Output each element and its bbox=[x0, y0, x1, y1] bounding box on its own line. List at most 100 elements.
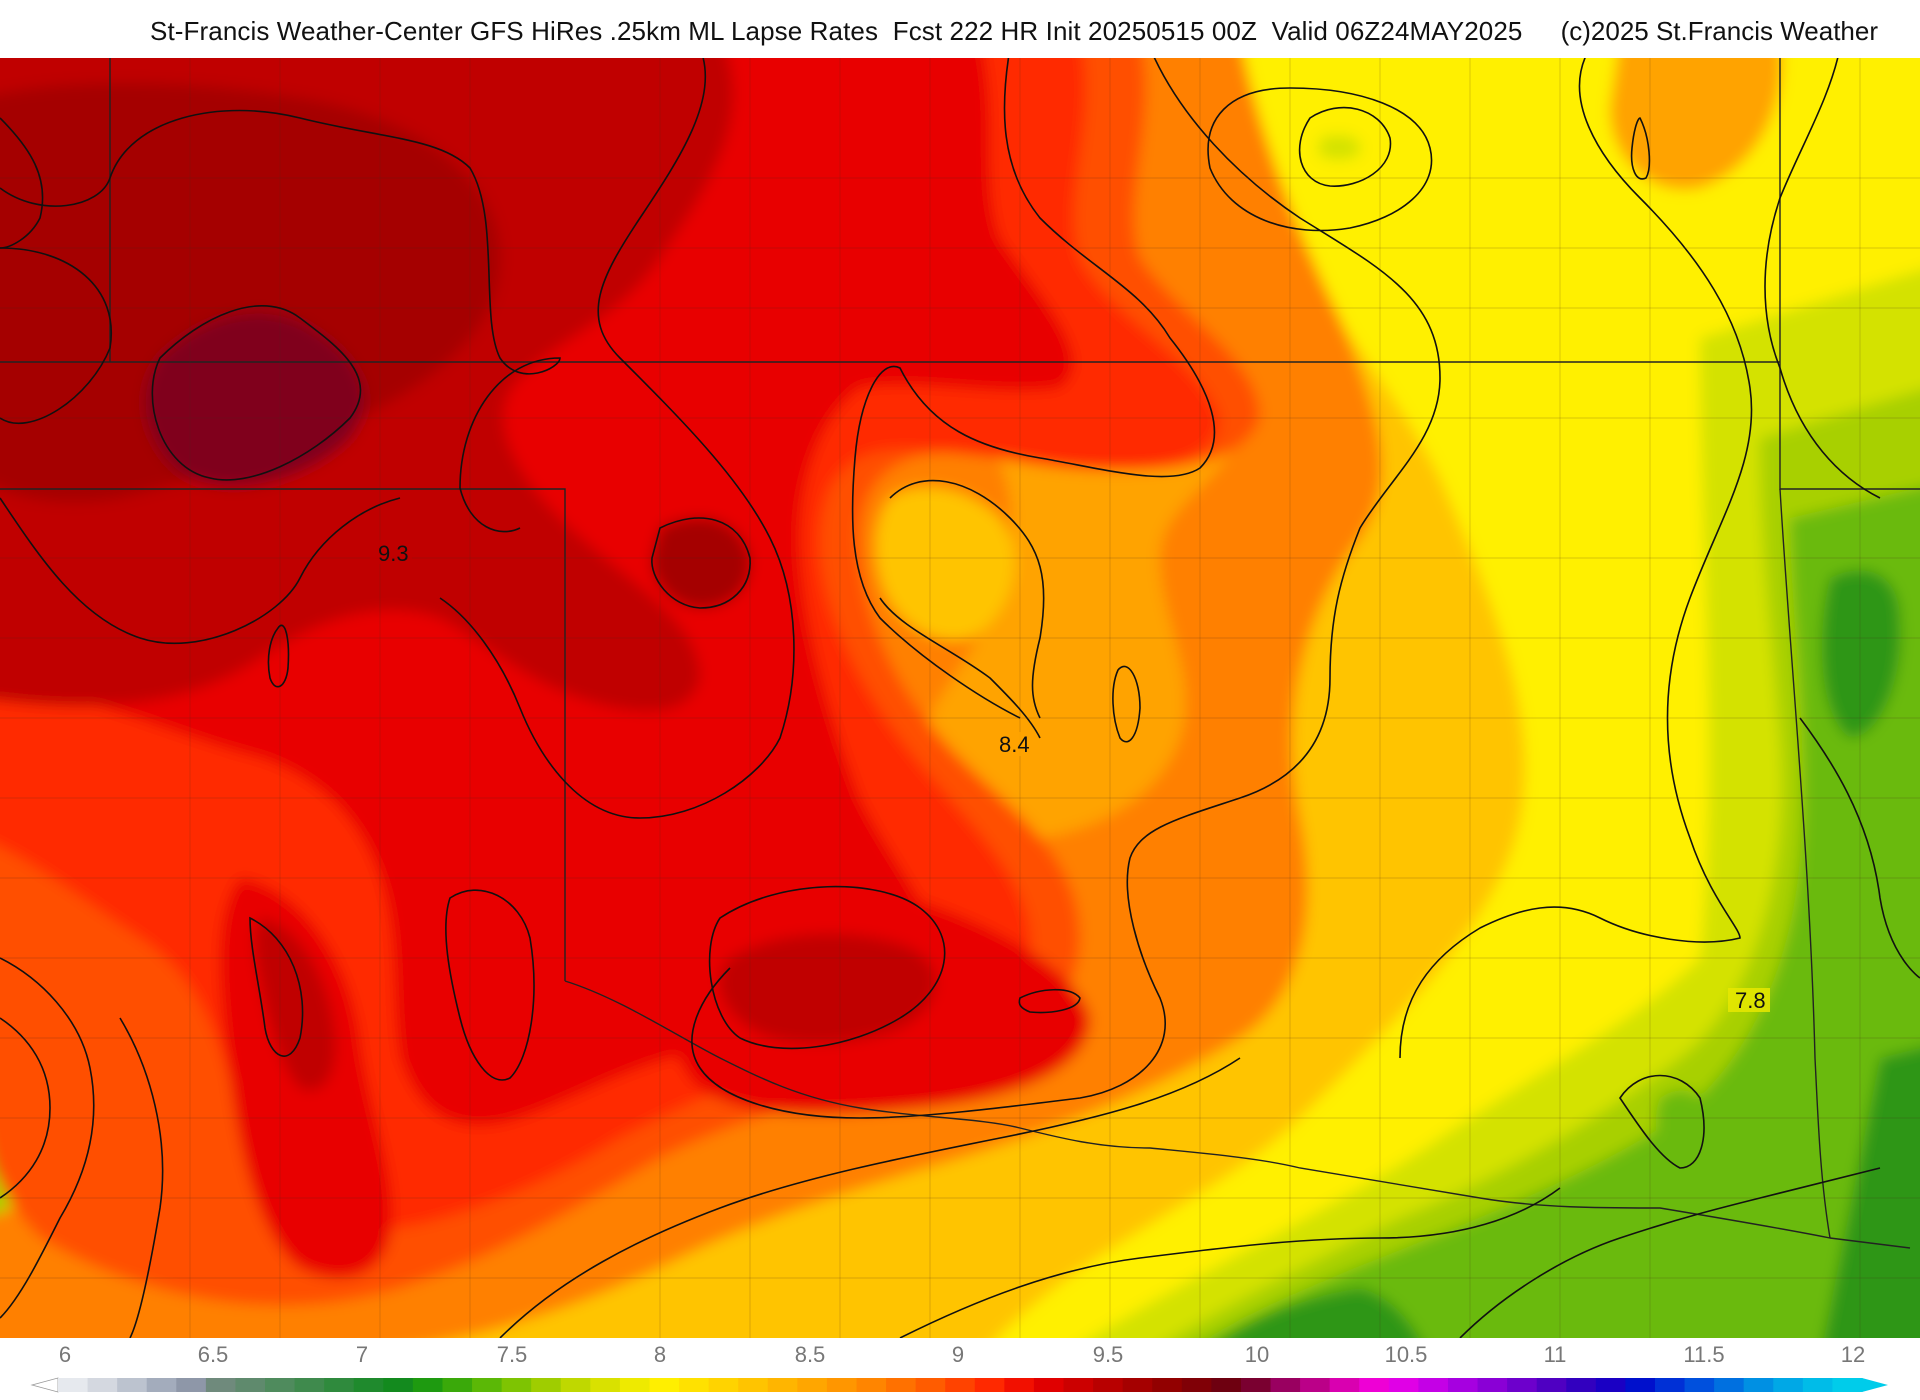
contour-nw-north-outer bbox=[1207, 87, 1433, 232]
contour-7-5 bbox=[1764, 58, 1881, 499]
colorbar-tick-label: 12 bbox=[1840, 1342, 1866, 1367]
state-borders bbox=[0, 58, 1920, 1249]
colorbar-cell bbox=[1447, 1378, 1479, 1392]
colorbar-cell bbox=[1033, 1378, 1065, 1392]
field-gold-inner bbox=[875, 487, 1015, 640]
colorbar-cell bbox=[1211, 1378, 1242, 1392]
lapse-rate-fill-field bbox=[0, 58, 1920, 1338]
colorbar-cell bbox=[383, 1378, 414, 1392]
colorbar-cell bbox=[1714, 1378, 1745, 1392]
county-lines bbox=[0, 58, 1920, 1338]
colorbar-cell bbox=[117, 1378, 148, 1392]
colorbar-cell bbox=[1743, 1378, 1774, 1392]
colorbar-cell bbox=[619, 1378, 651, 1392]
contour-sw-red bbox=[249, 916, 304, 1057]
contour-7-8 bbox=[1399, 58, 1753, 1059]
colorbar-strip bbox=[30, 1377, 1888, 1393]
contour-label-7-8: 7.8 bbox=[1735, 988, 1766, 1013]
contour-9-3-central bbox=[651, 517, 751, 609]
colorbar-tick-label: 10.5 bbox=[1384, 1342, 1428, 1367]
colorbar-cell bbox=[767, 1378, 798, 1392]
colorbar-cell bbox=[324, 1378, 355, 1392]
colorbar-cell bbox=[945, 1378, 976, 1392]
contour-8-4-oval bbox=[1112, 665, 1141, 743]
colorbar-cell bbox=[1240, 1378, 1272, 1392]
contour-nw-north bbox=[1298, 106, 1392, 187]
colorbar-cell bbox=[1388, 1378, 1419, 1392]
colorbar-cell bbox=[1625, 1378, 1656, 1392]
contour-9-3-core bbox=[151, 305, 362, 481]
colorbar-cell bbox=[1832, 1378, 1863, 1392]
colorbar-cell bbox=[1418, 1378, 1449, 1392]
contour-west-rings-3 bbox=[119, 1017, 164, 1338]
colorbar-cell bbox=[1181, 1378, 1212, 1392]
contour-9-0 bbox=[0, 58, 795, 819]
colorbar-tick-label: 8 bbox=[653, 1342, 667, 1367]
colorbar-cell bbox=[294, 1378, 325, 1392]
border-line-panhandle bbox=[0, 488, 566, 981]
colorbar-tick-label: 9 bbox=[951, 1342, 965, 1367]
colorbar-tick-label: 10 bbox=[1244, 1342, 1270, 1367]
colorbar-cell bbox=[176, 1378, 207, 1392]
colorbar-cells bbox=[30, 1377, 1888, 1393]
colorbar-cell bbox=[1566, 1378, 1597, 1392]
contour-south-blob bbox=[708, 885, 946, 1050]
colorbar-cell bbox=[412, 1378, 444, 1392]
colorbar-cell bbox=[856, 1378, 887, 1392]
contour-label-bg bbox=[1728, 988, 1770, 1012]
colorbar-cell bbox=[886, 1378, 917, 1392]
border-line-red-river bbox=[564, 980, 1911, 1249]
contour-9-3-main bbox=[0, 109, 561, 533]
colorbar-cell bbox=[738, 1378, 769, 1392]
title-bar: St-Francis Weather-Center GFS HiRes .25k… bbox=[0, 0, 1920, 58]
contour-8-1 bbox=[691, 58, 1441, 1119]
colorbar-cell bbox=[560, 1378, 591, 1392]
contour-southeast-2 bbox=[1459, 1167, 1881, 1338]
colorbar-cell bbox=[1329, 1378, 1360, 1392]
colorbar-tick-label: 11 bbox=[1543, 1342, 1567, 1367]
lapse-rate-map: 9.3 8.4 7.8 bbox=[0, 58, 1920, 1338]
colorbar-cell bbox=[1300, 1378, 1331, 1392]
map-canvas: 9.3 8.4 7.8 bbox=[0, 58, 1920, 1338]
colorbar-cell bbox=[1004, 1378, 1035, 1392]
colorbar-cell bbox=[87, 1378, 118, 1392]
colorbar-cell bbox=[531, 1378, 562, 1392]
colorbar-cell bbox=[826, 1378, 858, 1392]
colorbar-tick-label: 7.5 bbox=[496, 1342, 528, 1367]
map-title: St-Francis Weather-Center GFS HiRes .25k… bbox=[150, 16, 1523, 46]
contour-label-bg bbox=[370, 540, 412, 564]
colorbar-cell bbox=[1359, 1378, 1390, 1392]
colorbar-cell bbox=[235, 1378, 266, 1392]
colorbar-legend: 6 6.5 7 7.5 8 8.5 9 9.5 10 10.5 11 11.5 … bbox=[0, 1338, 1920, 1400]
field-yellowgreen-north bbox=[1318, 134, 1361, 160]
contour-south-outer bbox=[499, 1057, 1241, 1338]
contour-label-8-4: 8.4 bbox=[999, 732, 1030, 757]
colorbar-cell bbox=[501, 1378, 532, 1392]
colorbar-cell bbox=[146, 1378, 177, 1392]
field-darkgreen-southeast bbox=[1823, 1048, 1920, 1338]
colorbar-cell bbox=[265, 1378, 296, 1392]
copyright-notice: (c)2025 St.Francis Weather bbox=[1560, 16, 1878, 46]
colorbar-cell bbox=[915, 1378, 946, 1392]
colorbar-cell bbox=[708, 1378, 739, 1392]
border-line-east-vertical bbox=[1779, 488, 1831, 1239]
colorbar-tick-label: 9.5 bbox=[1092, 1342, 1124, 1367]
field-darkmaroon-core bbox=[145, 313, 365, 486]
field-green-pocket-se bbox=[1655, 1090, 1707, 1169]
colorbar-cell bbox=[1684, 1378, 1715, 1392]
contour-west-rings-2 bbox=[0, 1017, 51, 1199]
colorbar-tick-label: 7 bbox=[355, 1342, 369, 1367]
colorbar-cell bbox=[472, 1378, 503, 1392]
contour-south-small bbox=[1018, 988, 1081, 1014]
colorbar-cell bbox=[1122, 1378, 1153, 1392]
colorbar-tick-label: 11.5 bbox=[1683, 1342, 1725, 1367]
colorbar-cell bbox=[649, 1378, 680, 1392]
colorbar-cell bbox=[1093, 1378, 1124, 1392]
field-darkgreen-east bbox=[1821, 570, 1901, 738]
colorbar-cell bbox=[1507, 1378, 1538, 1392]
contour-label-9-3: 9.3 bbox=[378, 541, 409, 566]
colorbar-cell bbox=[1654, 1378, 1686, 1392]
colorbar-cell bbox=[58, 1378, 89, 1392]
colorbar-cell bbox=[1536, 1378, 1567, 1392]
colorbar-tick-label: 6 bbox=[58, 1342, 72, 1367]
